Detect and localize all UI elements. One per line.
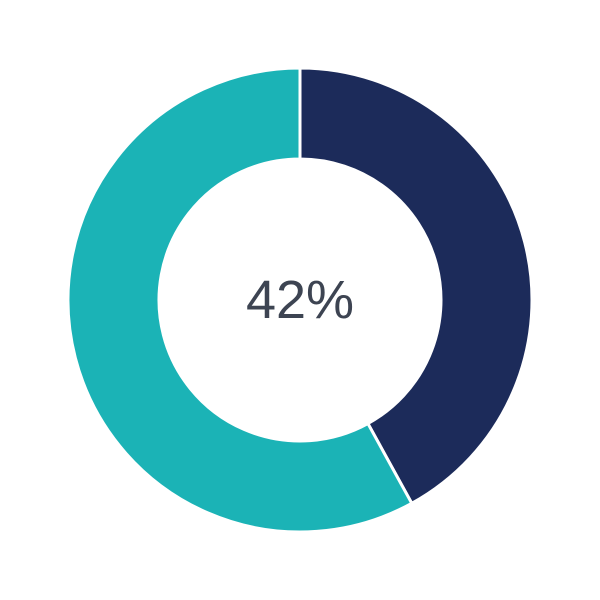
donut-slice-0 bbox=[298, 66, 534, 506]
donut-slice-1 bbox=[66, 66, 414, 534]
center-label: 42% bbox=[246, 270, 354, 330]
